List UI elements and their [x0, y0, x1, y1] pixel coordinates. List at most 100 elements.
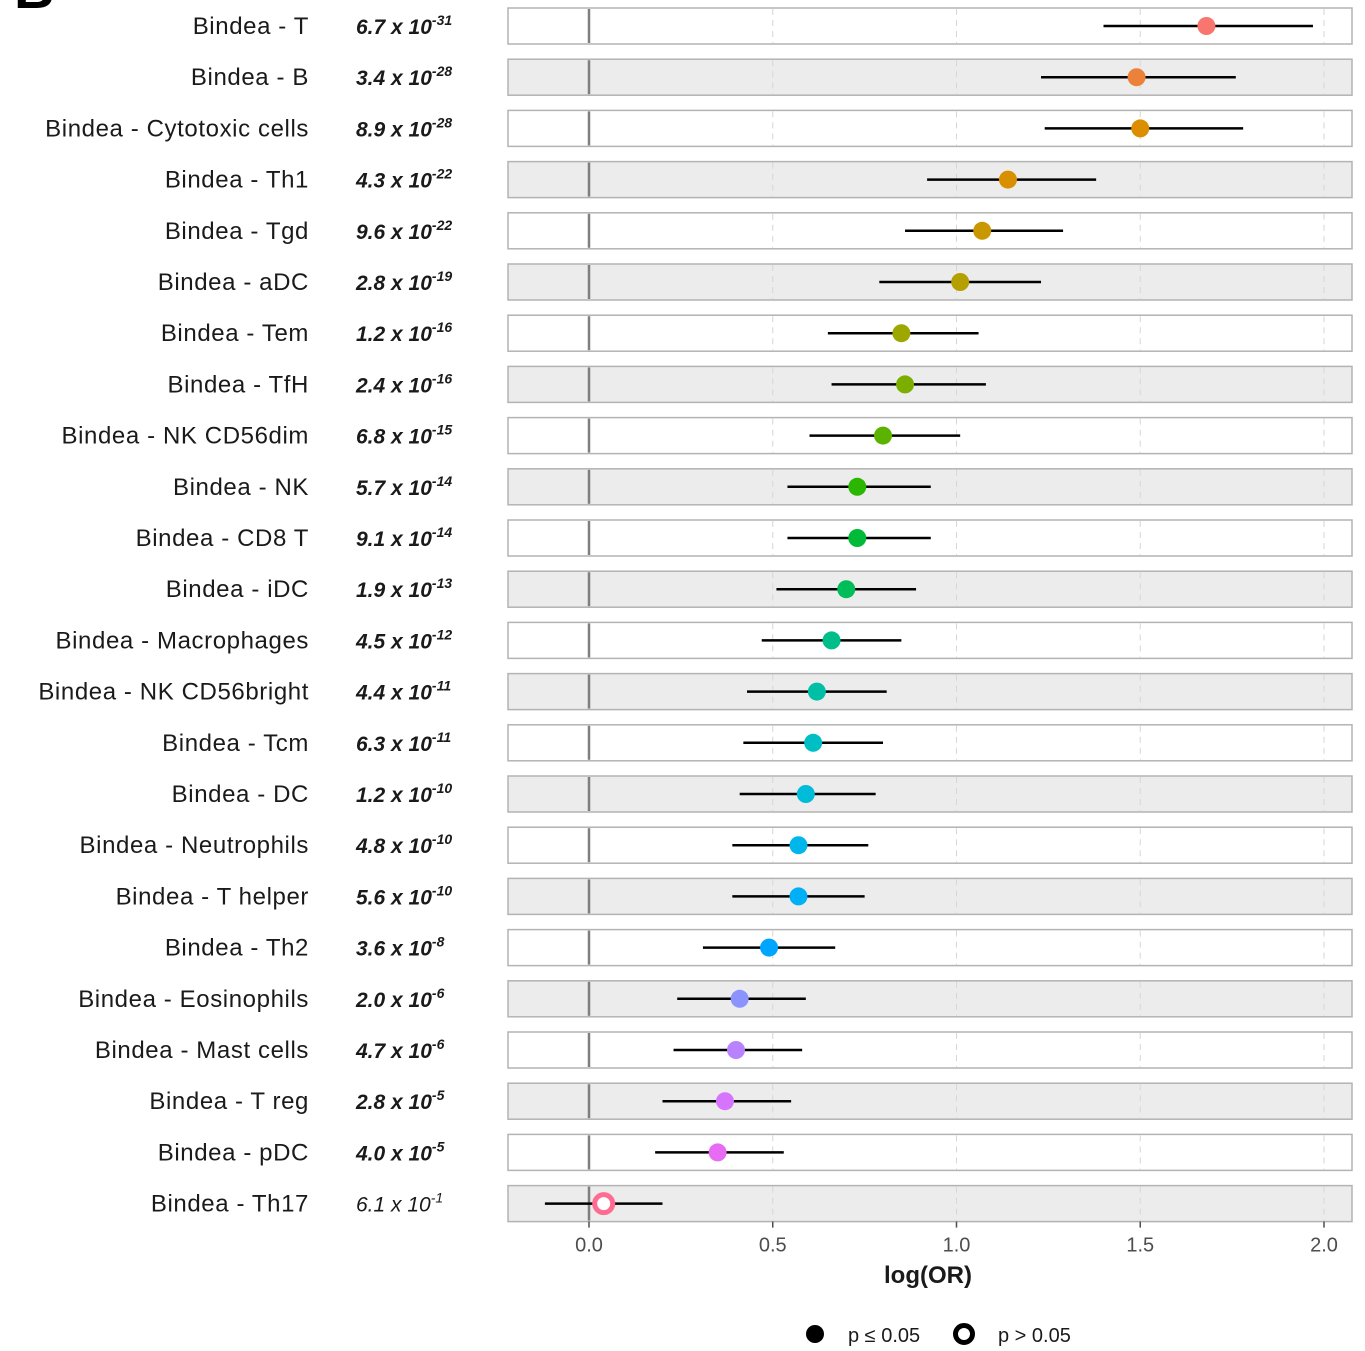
x-tick-label: 1.5	[1126, 1235, 1154, 1257]
forest-row: Bindea - T 6.7 x 10-31	[193, 7, 1353, 45]
estimate-point	[796, 785, 815, 803]
row-label: Bindea - B	[191, 64, 309, 91]
row-panel	[507, 1133, 1353, 1172]
row-label: Bindea - Cytotoxic cells	[45, 115, 309, 142]
x-tick-label: 0.5	[759, 1235, 787, 1257]
forest-row: Bindea - Eosinophils 2.0 x 10-6	[78, 980, 1353, 1018]
forest-row: Bindea - T helper 5.6 x 10-10	[116, 877, 1353, 916]
estimate-point	[973, 221, 992, 240]
row-panel	[507, 570, 1353, 608]
estimate-point	[951, 273, 970, 291]
p-value-exponent: -10	[432, 780, 452, 796]
legend-filled-marker	[806, 1325, 824, 1343]
p-value-exponent: -19	[432, 268, 452, 284]
estimate-point	[1197, 17, 1216, 35]
p-value-exponent: -16	[432, 370, 452, 386]
row-panel	[507, 877, 1353, 916]
forest-row: Bindea - Tem 1.2 x 10-16	[161, 314, 1353, 352]
forest-row: Bindea - B 3.4 x 10-28	[191, 58, 1353, 96]
row-label: Bindea - Mast cells	[95, 1037, 309, 1064]
row-panel	[507, 1082, 1353, 1120]
row-label: Bindea - NK	[173, 474, 309, 501]
forest-row: Bindea - Macrophages 4.5 x 10-12	[56, 621, 1353, 660]
row-label: Bindea - Neutrophils	[80, 832, 309, 859]
row-label: Bindea - Th17	[151, 1191, 309, 1218]
plot-rows: Bindea - T 6.7 x 10-31 Bindea - B 3.4 x 10-…	[38, 7, 1353, 1223]
p-value: 9.6 x 10-22	[356, 217, 452, 244]
row-label: Bindea - T helper	[116, 883, 309, 910]
row-label: Bindea - NK CD56dim	[62, 423, 310, 450]
p-value: 4.8 x 10-10	[355, 831, 452, 858]
row-label: Bindea - Macrophages	[56, 627, 309, 654]
row-panel	[507, 672, 1353, 711]
p-value-exponent: -28	[432, 114, 452, 130]
p-value: 1.9 x 10-13	[356, 575, 452, 602]
forest-row: Bindea - NK CD56dim 6.8 x 10-15	[62, 416, 1353, 455]
p-value: 2.8 x 10-19	[355, 268, 452, 295]
panel-letter: B	[14, 0, 54, 20]
legend-hollow-marker	[953, 1323, 975, 1345]
p-value-exponent: -10	[432, 831, 452, 847]
p-value: 9.1 x 10-14	[356, 524, 452, 551]
p-value: 4.4 x 10-11	[355, 678, 451, 705]
p-value-exponent: -6	[432, 1036, 445, 1052]
estimate-point	[1127, 68, 1146, 87]
forest-row: Bindea - T reg 2.8 x 10-5	[149, 1082, 1353, 1120]
forest-row: Bindea - pDC 4.0 x 10-5	[158, 1133, 1353, 1172]
p-value-exponent: -14	[432, 524, 452, 540]
row-label: Bindea - aDC	[158, 269, 309, 296]
forest-row: Bindea - Mast cells 4.7 x 10-6	[95, 1031, 1353, 1069]
p-value: 4.7 x 10-6	[355, 1036, 445, 1063]
forest-row: Bindea - Tgd 9.6 x 10-22	[165, 212, 1353, 250]
p-value: 3.6 x 10-8	[356, 934, 445, 961]
forest-row: Bindea - Th17 6.1 x 10-1	[151, 1184, 1353, 1223]
row-panel	[507, 621, 1353, 660]
row-label: Bindea - TfH	[168, 371, 310, 398]
p-value: 8.9 x 10-28	[356, 114, 452, 141]
row-label: Bindea - Eosinophils	[78, 986, 309, 1013]
row-panel	[507, 928, 1353, 967]
forest-row: Bindea - DC 1.2 x 10-10	[172, 775, 1353, 813]
forest-row: Bindea - TfH 2.4 x 10-16	[168, 365, 1353, 404]
row-panel	[507, 775, 1353, 813]
legend: p ≤ 0.05 p > 0.05	[806, 1323, 1071, 1347]
p-value-exponent: -16	[432, 319, 452, 335]
row-panel	[507, 724, 1353, 762]
x-tick-label: 1.0	[943, 1235, 971, 1257]
row-label: Bindea - Tcm	[162, 730, 309, 757]
forest-row: Bindea - aDC 2.8 x 10-19	[158, 263, 1353, 301]
row-label: Bindea - Th1	[165, 167, 309, 194]
forest-row: Bindea - NK CD56bright 4.4 x 10-11	[38, 672, 1353, 711]
p-value: 4.5 x 10-12	[355, 626, 452, 653]
row-panel	[507, 826, 1353, 864]
row-panel	[507, 1184, 1353, 1223]
row-label: Bindea - NK CD56bright	[38, 679, 309, 706]
p-value: 2.4 x 10-16	[355, 370, 452, 397]
estimate-point	[789, 836, 808, 855]
row-label: Bindea - T	[193, 13, 309, 40]
p-value-exponent: -13	[432, 575, 452, 591]
row-panel	[507, 980, 1353, 1018]
p-value-exponent: -15	[432, 422, 452, 438]
p-value: 4.3 x 10-22	[355, 166, 452, 193]
estimate-point	[848, 477, 867, 496]
p-value-exponent: -22	[432, 166, 452, 182]
row-label: Bindea - Tem	[161, 320, 309, 347]
p-value: 5.6 x 10-10	[356, 882, 452, 909]
row-label: Bindea - Tgd	[165, 218, 309, 245]
p-value-exponent: -11	[432, 678, 451, 694]
estimate-point	[998, 170, 1017, 189]
x-tick-label: 0.0	[575, 1235, 603, 1257]
row-label: Bindea - DC	[172, 781, 309, 808]
row-label: Bindea - T reg	[149, 1088, 309, 1115]
p-value: 2.0 x 10-6	[355, 985, 445, 1012]
estimate-point	[592, 1192, 616, 1216]
p-value: 6.3 x 10-11	[356, 729, 451, 756]
estimate-point	[837, 580, 856, 599]
estimate-point	[892, 324, 911, 343]
estimate-point	[848, 529, 867, 547]
forest-row: Bindea - Tcm 6.3 x 10-11	[162, 724, 1353, 762]
p-value-exponent: -1	[431, 1190, 443, 1206]
p-value-exponent: -6	[432, 985, 445, 1001]
estimate-point	[822, 631, 841, 650]
